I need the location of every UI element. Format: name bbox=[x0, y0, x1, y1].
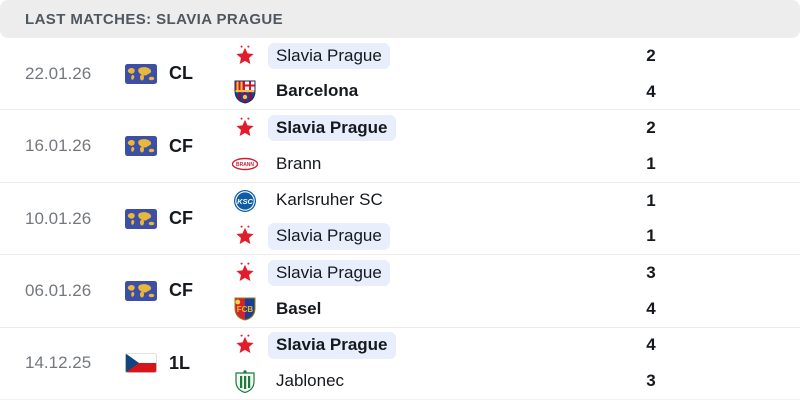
team-name: Slavia Prague bbox=[268, 332, 396, 359]
team-score: 1 bbox=[646, 226, 656, 246]
barcelona-logo bbox=[231, 79, 259, 105]
czech-flag-icon bbox=[125, 353, 157, 374]
team-line: Slavia Prague bbox=[231, 219, 638, 255]
team-line: KSC Karlsruher SC bbox=[231, 183, 638, 219]
team-name: Slavia Prague bbox=[268, 42, 390, 70]
team-score: 2 bbox=[646, 45, 656, 65]
team-line: Barcelona bbox=[231, 74, 638, 110]
team-line: Slavia Prague bbox=[231, 328, 638, 364]
scores: 4 3 bbox=[638, 328, 664, 399]
match-row[interactable]: 06.01.26 CF Slavia Prague FCB bbox=[0, 255, 800, 328]
team-name: Brann bbox=[276, 153, 322, 173]
team-score: 2 bbox=[646, 118, 656, 138]
team-name: Slavia Prague bbox=[268, 115, 396, 142]
match-row[interactable]: 10.01.26 CF KSC Karlsruher SC bbox=[0, 182, 800, 256]
match-date: 06.01.26 bbox=[25, 280, 92, 300]
match-row[interactable]: 22.01.26 CL Slavia Prague bbox=[0, 38, 800, 111]
team-score: 4 bbox=[646, 335, 656, 355]
team-name: Basel bbox=[276, 298, 322, 318]
slavia-prague-logo bbox=[231, 43, 259, 69]
team-score: 3 bbox=[646, 371, 656, 391]
teams: KSC Karlsruher SC Slavia Prague bbox=[231, 183, 638, 254]
world-flag-icon bbox=[125, 136, 157, 157]
panel-title: LAST MATCHES: SLAVIA PRAGUE bbox=[25, 10, 284, 28]
match-date: 10.01.26 bbox=[25, 208, 92, 228]
team-name: Karlsruher SC bbox=[276, 190, 383, 210]
competition-code: 1L bbox=[169, 352, 191, 373]
teams: Slavia Prague BRANN Brann bbox=[231, 110, 638, 181]
karlsruher-sc-logo: KSC bbox=[231, 188, 259, 214]
world-flag-icon bbox=[125, 280, 157, 301]
team-name: Jablonec bbox=[276, 370, 345, 390]
brann-logo: BRANN bbox=[231, 151, 259, 177]
team-score: 1 bbox=[646, 153, 656, 173]
slavia-prague-logo bbox=[231, 260, 259, 286]
match-row[interactable]: 14.12.25 1L Slavia Prague bbox=[0, 327, 800, 400]
competition: CF bbox=[125, 110, 231, 181]
slavia-prague-logo bbox=[231, 115, 259, 141]
competition-code: CL bbox=[169, 63, 193, 84]
svg-text:KSC: KSC bbox=[237, 196, 253, 205]
team-line: BRANN Brann bbox=[231, 146, 638, 182]
team-name: Barcelona bbox=[276, 81, 359, 101]
match-date: 14.12.25 bbox=[25, 353, 92, 373]
basel-logo: FCB bbox=[231, 296, 259, 322]
teams: Slavia Prague Jablonec bbox=[231, 328, 638, 399]
team-name: Slavia Prague bbox=[268, 223, 390, 250]
teams: Slavia Prague FCB Basel bbox=[231, 255, 638, 326]
competition-code: CF bbox=[169, 135, 193, 156]
team-line: Slavia Prague bbox=[231, 110, 638, 146]
team-score: 4 bbox=[646, 298, 656, 318]
team-line: Jablonec bbox=[231, 363, 638, 399]
team-name: Slavia Prague bbox=[268, 259, 390, 287]
match-date: 16.01.26 bbox=[25, 136, 92, 156]
svg-text:BRANN: BRANN bbox=[236, 162, 254, 168]
slavia-prague-logo bbox=[231, 332, 259, 358]
match-list: 22.01.26 CL Slavia Prague bbox=[0, 38, 800, 400]
competition-code: CF bbox=[169, 208, 193, 229]
team-score: 3 bbox=[646, 263, 656, 283]
svg-text:FCB: FCB bbox=[237, 305, 254, 314]
world-flag-icon bbox=[125, 63, 157, 84]
panel-header: LAST MATCHES: SLAVIA PRAGUE bbox=[0, 0, 800, 38]
team-line: Slavia Prague bbox=[231, 255, 638, 291]
scores: 2 1 bbox=[638, 110, 664, 181]
match-date: 22.01.26 bbox=[25, 63, 92, 83]
team-score: 1 bbox=[646, 190, 656, 210]
scores: 2 4 bbox=[638, 38, 664, 109]
team-score: 4 bbox=[646, 81, 656, 101]
team-line: FCB Basel bbox=[231, 291, 638, 327]
team-line: Slavia Prague bbox=[231, 38, 638, 74]
slavia-prague-logo bbox=[231, 223, 259, 249]
competition: CF bbox=[125, 183, 231, 254]
competition: CF bbox=[125, 255, 231, 326]
competition: 1L bbox=[125, 328, 231, 399]
competition: CL bbox=[125, 38, 231, 109]
world-flag-icon bbox=[125, 208, 157, 229]
match-row[interactable]: 16.01.26 CF Slavia Prague BRANN bbox=[0, 110, 800, 183]
competition-code: CF bbox=[169, 280, 193, 301]
scores: 1 1 bbox=[638, 183, 664, 254]
jablonec-logo bbox=[231, 368, 259, 394]
scores: 3 4 bbox=[638, 255, 664, 326]
teams: Slavia Prague Barcelona bbox=[231, 38, 638, 109]
